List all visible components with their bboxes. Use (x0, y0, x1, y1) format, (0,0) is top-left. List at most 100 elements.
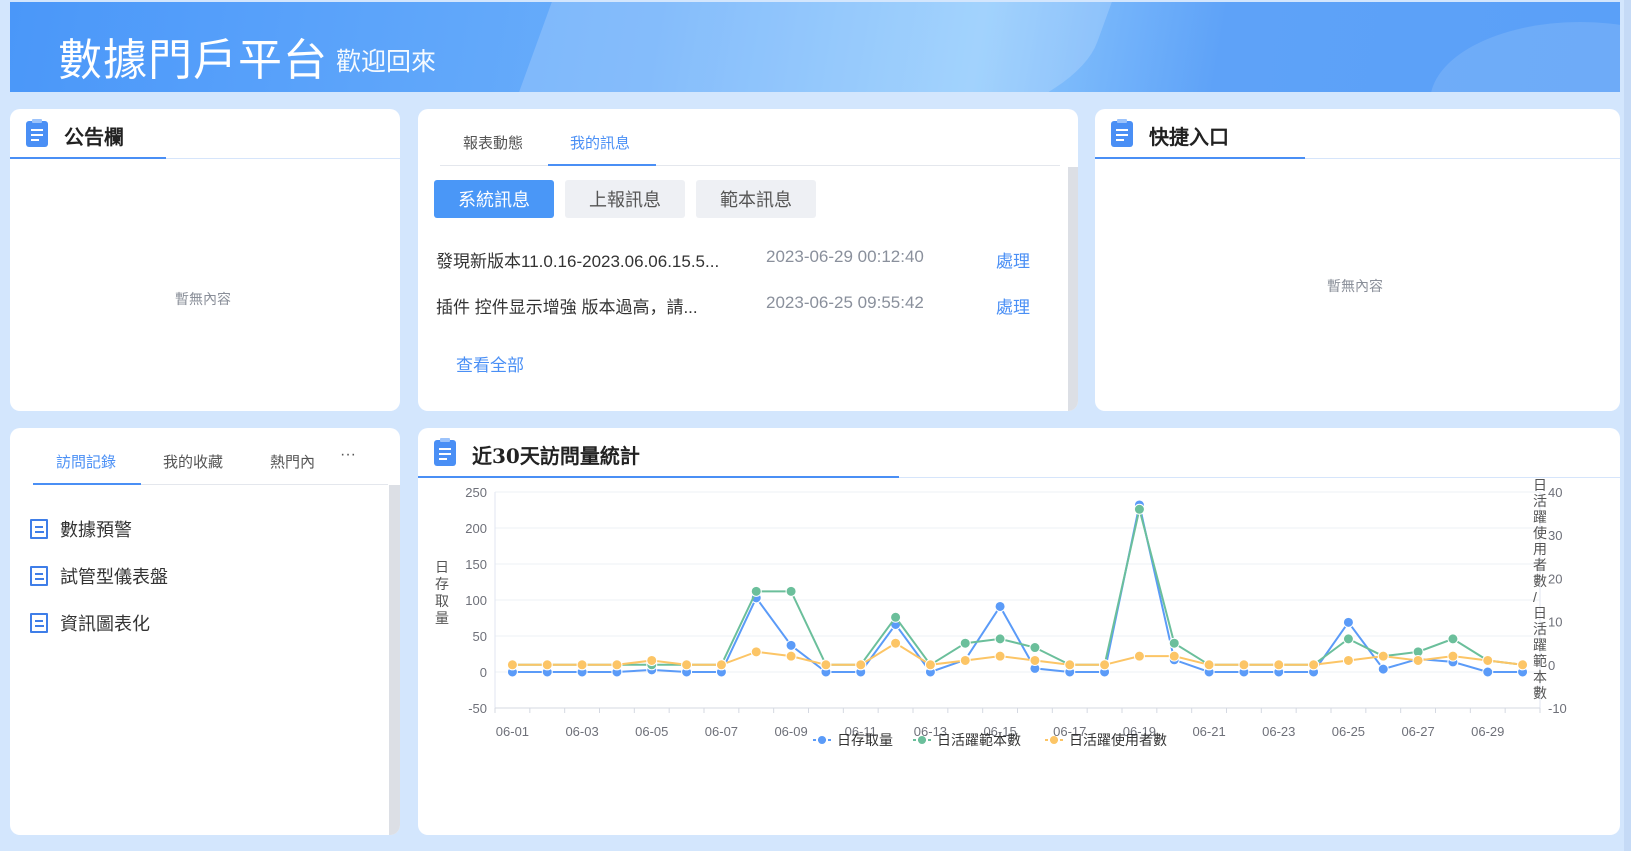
data-point (611, 659, 623, 671)
data-point (959, 637, 971, 649)
data-point (994, 600, 1006, 612)
data-point (1273, 659, 1285, 671)
visits-line-chart: -50 0 50 100 150 200 250 -10 0 10 20 30 40 06-01 06-03… (435, 477, 1567, 748)
empty-text: 暫無內容 (175, 291, 231, 307)
data-point (1342, 616, 1354, 628)
messages-panel: 報表動態 我的訊息 系統訊息 上報訊息 範本訊息 發現新版本11.0.16-20… (418, 109, 1078, 411)
data-point (1412, 654, 1424, 666)
y-right-tick-label: -10 (1548, 701, 1567, 716)
data-point (994, 650, 1006, 662)
x-tick-label: 06-07 (705, 724, 738, 739)
y-right-tick-label: 10 (1548, 615, 1562, 630)
list-item[interactable]: 數據預警 (30, 516, 132, 542)
list-item[interactable]: 資訊圖表化 (30, 610, 150, 636)
data-point (1099, 659, 1111, 671)
app-title: 數據門戶平台 (58, 35, 328, 86)
message-text[interactable]: 插件 控件显示增強 版本過高，請... (436, 298, 698, 317)
y-tick-label: 50 (473, 629, 487, 644)
data-point (715, 659, 727, 671)
tab-report-activity[interactable]: 報表動態 (463, 135, 524, 152)
list-item-label: 數據預警 (60, 520, 132, 540)
data-point (1133, 503, 1145, 515)
page-scrollbar[interactable] (1624, 0, 1631, 851)
y-right-axis-title: 日活躍使用者數/日活躍範本數 (1533, 477, 1547, 701)
series-line (512, 509, 1523, 667)
tab-popular[interactable]: 熱門內 (270, 454, 316, 471)
document-icon (30, 566, 48, 586)
panel-title: 近30天訪問量統計 (472, 444, 640, 468)
data-point (959, 654, 971, 666)
legend-marker (918, 736, 926, 744)
y-tick-label: 0 (480, 665, 487, 680)
data-point (1029, 642, 1041, 654)
welcome-text: 歡迎回來 (336, 47, 437, 76)
message-time: 2023-06-25 09:55:42 (766, 293, 924, 312)
data-point (1342, 633, 1354, 645)
x-tick-label: 06-21 (1192, 724, 1225, 739)
data-point (1308, 659, 1320, 671)
message-text[interactable]: 發現新版本11.0.16-2023.06.06.15.5... (436, 252, 720, 271)
list-item-label: 資訊圖表化 (60, 614, 150, 634)
data-point (785, 639, 797, 651)
x-tick-label: 06-09 (774, 724, 807, 739)
legend-label: 日活躍範本數 (937, 732, 1021, 748)
view-all-link[interactable]: 查看全部 (456, 356, 524, 375)
handle-link[interactable]: 處理 (996, 298, 1030, 317)
page-header: 數據門戶平台 歡迎回來 (10, 2, 1620, 92)
template-messages-button[interactable]: 範本訊息 (696, 180, 816, 218)
report-messages-button[interactable]: 上報訊息 (565, 180, 685, 218)
visits-panel: 訪問記錄 我的收藏 熱門內 ··· 數據預警 試管型儀表盤 資訊圖表化 (10, 428, 400, 835)
tab-my-messages[interactable]: 我的訊息 (570, 135, 631, 152)
tab-my-favorites[interactable]: 我的收藏 (163, 454, 224, 471)
data-point (750, 646, 762, 658)
data-point (1517, 659, 1529, 671)
header-decoration (493, 2, 1127, 92)
x-tick-label: 06-27 (1401, 724, 1434, 739)
scrollbar[interactable] (389, 485, 400, 835)
panel-title: 公告欄 (64, 125, 124, 149)
data-point (1168, 637, 1180, 649)
data-point (785, 650, 797, 662)
data-point (1238, 659, 1250, 671)
data-point (1168, 650, 1180, 662)
legend-label: 日活躍使用者數 (1069, 732, 1167, 748)
data-point (541, 659, 553, 671)
x-tick-label: 06-05 (635, 724, 668, 739)
scrollbar[interactable] (1068, 167, 1078, 411)
empty-text: 暫無內容 (1327, 278, 1383, 294)
data-point (1342, 654, 1354, 666)
handle-link[interactable]: 處理 (996, 252, 1030, 271)
announcement-panel: 公告欄 暫無內容 (10, 109, 400, 411)
header-decoration (1430, 22, 1620, 92)
document-icon (30, 519, 48, 539)
list-item-label: 試管型儀表盤 (60, 567, 168, 587)
tab-visit-history[interactable]: 訪問記錄 (56, 454, 117, 471)
y-tick-label: -50 (468, 701, 487, 716)
legend-marker (1050, 736, 1058, 744)
panel-header: 近30天訪問量統計 (418, 428, 1620, 478)
data-point (1029, 654, 1041, 666)
x-tick-label: 06-23 (1262, 724, 1295, 739)
legend-label: 日存取量 (837, 732, 893, 748)
data-point (576, 659, 588, 671)
data-point (1447, 650, 1459, 662)
x-tick-label: 06-25 (1332, 724, 1365, 739)
list-item[interactable]: 試管型儀表盤 (30, 563, 168, 589)
more-tabs-button[interactable]: ··· (340, 446, 356, 463)
data-point (1482, 666, 1494, 678)
x-tick-label: 06-15 (983, 724, 1016, 739)
system-messages-button[interactable]: 系統訊息 (434, 180, 554, 218)
data-point (924, 659, 936, 671)
y-right-tick-label: 20 (1548, 571, 1562, 586)
x-tick-label: 06-01 (496, 724, 529, 739)
y-right-tick-label: 0 (1548, 658, 1555, 673)
x-tick-label: 06-03 (565, 724, 598, 739)
data-point (1064, 659, 1076, 671)
data-point (750, 585, 762, 597)
data-point (890, 637, 902, 649)
clipboard-icon (434, 438, 456, 466)
shortcuts-panel: 快捷入口 暫無內容 (1095, 109, 1620, 411)
data-point (1482, 654, 1494, 666)
data-point (506, 659, 518, 671)
x-tick-label: 06-13 (914, 724, 947, 739)
